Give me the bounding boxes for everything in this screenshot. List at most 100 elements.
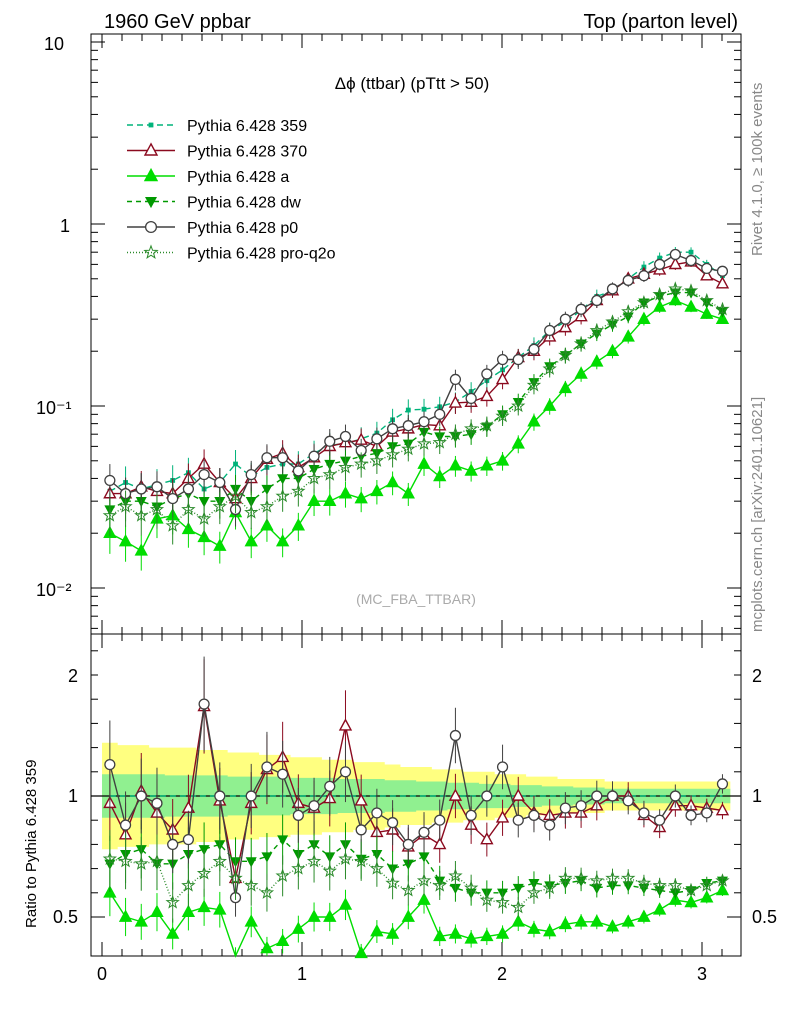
- ratio-point: [479, 892, 495, 907]
- ratio-point: [434, 814, 446, 826]
- ratio-point: [654, 814, 666, 826]
- data-point: [245, 468, 257, 481]
- data-point: [104, 474, 116, 487]
- data-point: [261, 452, 273, 464]
- data-point: [528, 343, 540, 355]
- data-point: [339, 430, 352, 443]
- ratio-point: [166, 926, 180, 939]
- ratio-point: [448, 926, 463, 939]
- ratio-point: [669, 888, 681, 899]
- data-point: [149, 501, 165, 516]
- data-point: [496, 353, 509, 366]
- ratio-point: [637, 909, 651, 922]
- ratio-point: [416, 873, 432, 887]
- ratio-point: [526, 885, 542, 899]
- ratio-point: [245, 857, 257, 868]
- main-axis-ticks: [91, 34, 741, 634]
- ratio-point: [198, 698, 210, 710]
- data-point: [421, 406, 427, 412]
- ratio-point: [167, 838, 179, 851]
- chart-title: Δϕ (ttbar) (pTtt > 50): [335, 74, 490, 93]
- y-tick-label-10: 10: [44, 34, 64, 54]
- ratio-line-p0: [109, 703, 724, 898]
- ratio-point: [558, 870, 573, 885]
- ratio-point: [636, 875, 652, 890]
- ratio-point: [558, 916, 573, 930]
- legend-item-q2o: Pythia 6.428 pro-q2o: [127, 244, 336, 263]
- data-point: [652, 286, 667, 301]
- ratio-point: [575, 800, 587, 812]
- data-point: [386, 423, 399, 435]
- legend-item-p370: Pythia 6.428 370: [127, 142, 307, 161]
- ratio-point: [716, 778, 729, 790]
- ratio-point: [495, 894, 510, 909]
- ratio-point: [385, 875, 400, 890]
- ratio-point: [165, 894, 180, 909]
- data-point: [181, 501, 196, 516]
- series-p370: [103, 254, 730, 516]
- data-point: [134, 508, 149, 522]
- data-point: [307, 493, 321, 506]
- data-point: [465, 392, 477, 405]
- data-point: [434, 408, 446, 420]
- ratio-point: [605, 919, 620, 932]
- ratio-point: [683, 882, 699, 897]
- ratio-point: [119, 819, 132, 831]
- data-point: [589, 322, 605, 337]
- data-point: [684, 299, 698, 312]
- ratio-point: [652, 902, 667, 915]
- ratio-point: [402, 859, 414, 870]
- data-point: [135, 483, 147, 495]
- x-tick-label-0: 0: [97, 964, 107, 984]
- ratio-point: [621, 870, 636, 885]
- data-point: [479, 418, 494, 432]
- data-point: [417, 456, 431, 469]
- data-point: [212, 499, 227, 513]
- ratio-point: [385, 926, 400, 939]
- ratio-point: [669, 790, 681, 802]
- ratio-point: [371, 807, 383, 819]
- ratio-point: [433, 928, 447, 942]
- ratio-point: [512, 883, 524, 895]
- ratio-point: [574, 914, 588, 927]
- ratio-point: [355, 824, 367, 836]
- ratio-point: [480, 832, 494, 845]
- ratio-point: [291, 921, 306, 934]
- data-point: [654, 258, 666, 270]
- ratio-point: [418, 852, 430, 863]
- data-point: [306, 470, 322, 485]
- ratio-point: [481, 790, 493, 802]
- ratio-point: [151, 797, 163, 809]
- ratio-point: [103, 885, 117, 898]
- ratio-point: [589, 873, 604, 887]
- data-point: [622, 274, 634, 286]
- ratio-point: [433, 836, 447, 850]
- data-point: [526, 377, 542, 392]
- ratio-point: [606, 790, 619, 802]
- data-point: [527, 414, 541, 427]
- ratio-point: [338, 851, 353, 866]
- ratio-point: [181, 904, 196, 917]
- data-point: [621, 304, 636, 318]
- ratio-point: [181, 878, 196, 892]
- data-point: [198, 468, 210, 481]
- legend-label: Pythia 6.428 370: [187, 144, 307, 161]
- data-point: [574, 366, 588, 379]
- ratio-point: [417, 892, 431, 905]
- ratio-point: [700, 890, 714, 903]
- ratio-point: [418, 826, 430, 838]
- data-point: [512, 353, 524, 366]
- data-point: [495, 408, 510, 423]
- ratio-point: [448, 868, 463, 883]
- series-line-p359: [109, 251, 723, 492]
- ratio-point: [701, 807, 713, 819]
- ratio-point: [118, 909, 133, 922]
- ratio-point: [354, 853, 369, 868]
- data-point: [543, 398, 557, 411]
- ratio-point: [715, 882, 730, 896]
- ratio-point: [370, 923, 384, 937]
- ratio-point: [401, 909, 415, 922]
- legend-item-p359: Pythia 6.428 359: [127, 118, 307, 135]
- data-point: [401, 486, 415, 499]
